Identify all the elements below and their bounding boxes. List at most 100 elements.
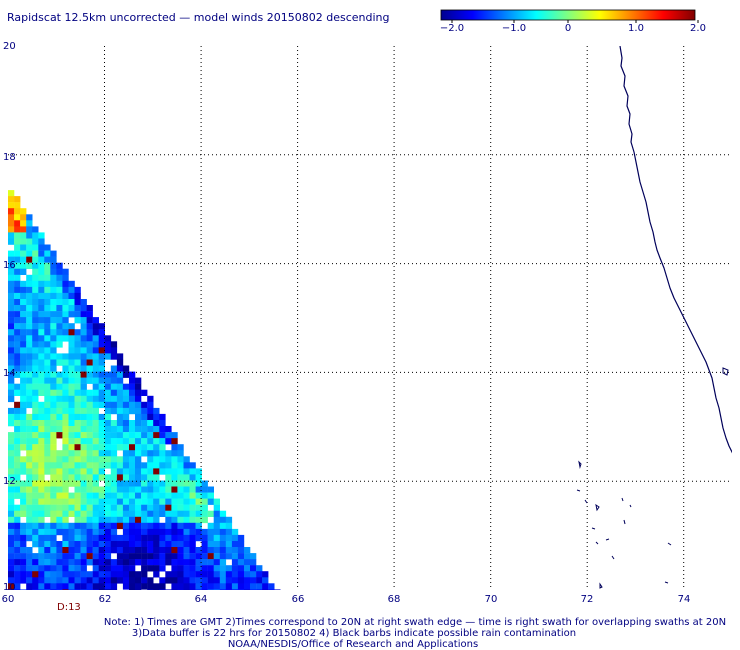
wind-cell <box>80 553 87 560</box>
wind-cell <box>14 371 21 378</box>
wind-cell <box>104 407 112 415</box>
wind-cell <box>50 256 57 263</box>
wind-cell <box>80 522 87 530</box>
wind-cell <box>135 589 142 590</box>
wind-cell <box>177 510 184 517</box>
wind-cell <box>165 438 172 445</box>
wind-cell <box>74 341 81 348</box>
wind-cell <box>177 468 184 475</box>
wind-cell <box>14 347 21 354</box>
wind-cell <box>26 274 33 282</box>
wind-cell <box>14 232 21 239</box>
wind-cell <box>183 480 190 487</box>
wind-cell <box>92 516 99 524</box>
wind-cell <box>14 202 21 209</box>
wind-cell <box>68 365 75 372</box>
wind-cell <box>189 559 196 566</box>
wind-cell <box>50 444 57 451</box>
wind-cell <box>201 541 208 548</box>
wind-cell <box>201 516 208 524</box>
wind-cell <box>80 311 87 318</box>
wind-cell <box>62 377 69 384</box>
wind-cell <box>86 432 93 439</box>
wind-cell <box>147 498 154 505</box>
wind-cell <box>225 589 233 590</box>
wind-cell <box>20 256 27 263</box>
wind-cell <box>122 492 130 499</box>
wind-cell <box>50 407 57 415</box>
wind-cell <box>50 438 57 445</box>
wind-cell <box>231 583 239 590</box>
wind-cell <box>20 534 27 542</box>
wind-cell <box>141 413 148 421</box>
wind-cell <box>68 286 75 294</box>
wind-cell <box>8 504 15 511</box>
wind-cell <box>153 504 160 511</box>
wind-cell <box>14 196 21 203</box>
wind-cell <box>104 432 112 439</box>
wind-cell <box>68 420 75 427</box>
wind-cell <box>86 498 93 505</box>
wind-cell <box>26 438 33 445</box>
wind-cell <box>129 474 136 481</box>
wind-cell <box>32 541 39 548</box>
wind-cell <box>110 474 118 481</box>
wind-cell <box>50 528 57 536</box>
wind-cell <box>110 571 118 578</box>
wind-cell <box>122 365 130 372</box>
wind-cell <box>68 347 75 354</box>
wind-cell <box>20 347 27 354</box>
wind-cell <box>44 292 51 300</box>
wind-cell <box>8 238 15 245</box>
wind-cell <box>68 395 75 403</box>
wind-cell <box>8 413 15 421</box>
wind-cell <box>183 583 190 590</box>
wind-cell <box>86 311 93 318</box>
wind-cell <box>80 341 87 348</box>
wind-cell <box>116 420 124 427</box>
wind-cell <box>8 510 15 517</box>
wind-cell <box>183 534 190 542</box>
wind-cell <box>116 516 124 524</box>
wind-cell <box>14 492 21 499</box>
wind-cell <box>38 280 45 288</box>
wind-cell <box>8 583 15 590</box>
wind-cell <box>32 262 39 269</box>
wind-cell <box>159 420 166 427</box>
wind-cell <box>86 528 93 536</box>
wind-cell <box>116 407 124 415</box>
wind-cell <box>147 444 154 451</box>
wind-cell <box>56 292 63 300</box>
wind-cell <box>56 426 63 433</box>
wind-cell <box>159 492 166 499</box>
wind-cell <box>68 510 75 517</box>
wind-cell <box>135 377 142 384</box>
wind-cell <box>44 250 51 257</box>
wind-cell <box>80 528 87 536</box>
wind-cell <box>110 559 118 566</box>
wind-cell <box>122 480 130 487</box>
wind-cell <box>225 577 233 584</box>
wind-cell <box>62 577 69 584</box>
wind-cell <box>141 389 148 396</box>
wind-cell <box>104 528 112 536</box>
wind-cell <box>38 432 45 439</box>
colorbar-tick-label: 0 <box>565 23 571 34</box>
wind-cell <box>44 462 51 469</box>
wind-cell <box>32 450 39 457</box>
wind-cell <box>147 474 154 481</box>
wind-cell <box>86 426 93 433</box>
wind-cell <box>116 480 124 487</box>
wind-cell <box>129 534 136 542</box>
wind-cell <box>104 504 112 511</box>
wind-cell <box>44 371 51 378</box>
wind-cell <box>38 256 45 263</box>
wind-cell <box>14 583 21 590</box>
wind-cell <box>201 534 208 542</box>
wind-cell <box>62 468 69 475</box>
wind-cell <box>80 541 87 548</box>
wind-cell <box>8 395 15 403</box>
wind-cell <box>189 486 196 493</box>
wind-cell <box>26 335 33 342</box>
